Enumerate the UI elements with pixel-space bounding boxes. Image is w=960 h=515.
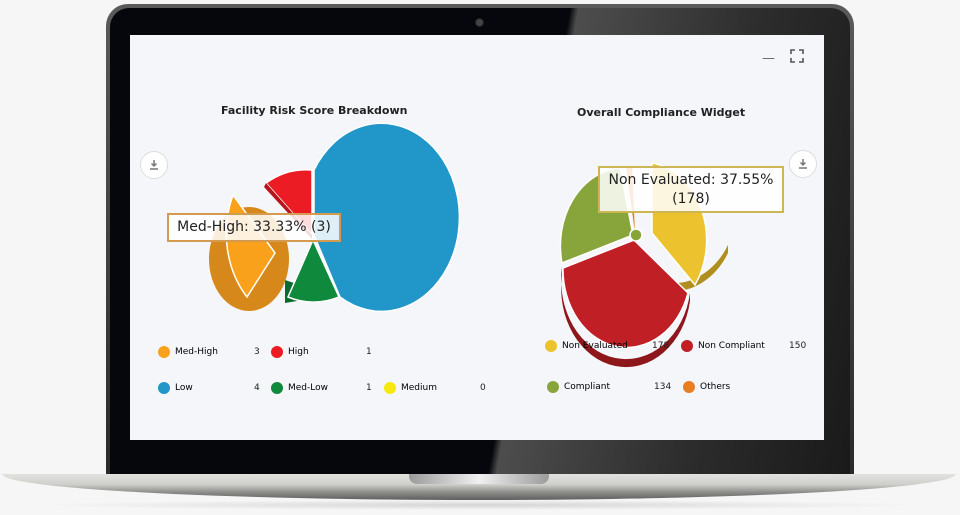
legend-label: Non Evaluated xyxy=(562,341,628,351)
legend-value: 134 xyxy=(654,382,672,392)
legend-item-non-evaluated[interactable]: Non Evaluated xyxy=(545,340,628,352)
tooltip-line-2: (178) xyxy=(672,191,710,207)
legend-dot xyxy=(545,340,557,352)
legend-dot xyxy=(271,382,283,394)
webcam-icon xyxy=(476,19,483,26)
laptop-notch xyxy=(409,474,549,484)
legend-label: Medium xyxy=(401,383,437,393)
risk-tooltip: Med-High: 33.33% (3) xyxy=(167,213,341,242)
fullscreen-icon[interactable] xyxy=(790,49,804,67)
legend-item-others[interactable]: Others xyxy=(683,381,730,393)
tooltip-line-1: Non Evaluated: 37.55% xyxy=(608,172,774,188)
minimize-icon[interactable]: — xyxy=(762,51,775,66)
legend-item-compliant[interactable]: Compliant xyxy=(547,381,610,393)
legend-value: 178 xyxy=(652,341,670,351)
legend-label: Compliant xyxy=(564,382,611,392)
legend-dot xyxy=(158,346,170,358)
compliance-pie-chart xyxy=(559,162,728,368)
legend-item-med-low[interactable]: Med-Low xyxy=(271,382,328,394)
legend-dot xyxy=(158,382,170,394)
legend-dot xyxy=(681,340,693,352)
dashboard-screen: — Facility Risk Score Breakdown Med-High… xyxy=(130,35,824,440)
legend-label: Low xyxy=(175,383,193,393)
legend-value: 150 xyxy=(789,341,807,351)
legend-dot xyxy=(683,381,695,393)
legend-value: 1 xyxy=(366,347,372,357)
legend-value: 0 xyxy=(480,383,486,393)
legend-item-med-high[interactable]: Med-High xyxy=(158,346,218,358)
legend-value: 1 xyxy=(366,383,372,393)
legend-label: High xyxy=(288,347,309,357)
legend-dot xyxy=(547,381,559,393)
legend-item-medium[interactable]: Medium xyxy=(384,382,437,394)
legend-item-high[interactable]: High xyxy=(271,346,309,358)
download-icon[interactable] xyxy=(140,151,168,179)
legend-value: 4 xyxy=(254,383,260,393)
compliance-chart-title: Overall Compliance Widget xyxy=(577,106,746,119)
legend-dot xyxy=(384,382,396,394)
legend-item-non-compliant[interactable]: Non Compliant xyxy=(681,340,765,352)
legend-label: Med-Low xyxy=(288,383,328,393)
legend-item-low[interactable]: Low xyxy=(158,382,193,394)
legend-label: Non Compliant xyxy=(698,341,765,351)
laptop-shadow xyxy=(30,500,930,510)
legend-label: Med-High xyxy=(175,347,218,357)
legend-label: Others xyxy=(700,382,731,392)
compliance-tooltip: Non Evaluated: 37.55% (178) xyxy=(598,166,784,213)
legend-value: 3 xyxy=(254,347,260,357)
risk-chart-title: Facility Risk Score Breakdown xyxy=(221,104,408,117)
download-icon[interactable] xyxy=(789,150,817,178)
legend-dot xyxy=(271,346,283,358)
